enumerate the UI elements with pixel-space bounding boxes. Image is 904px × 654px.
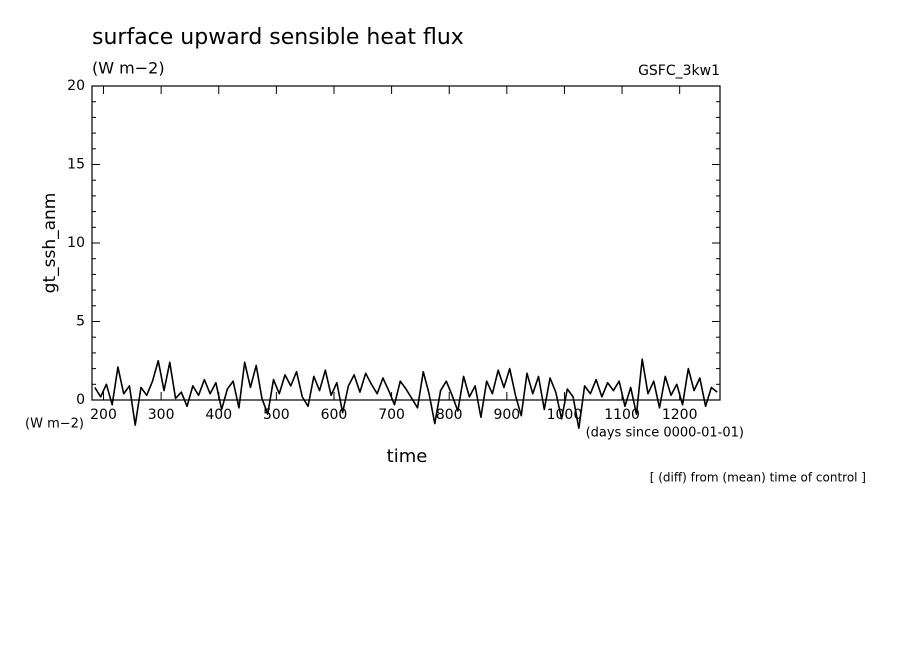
y-tick-label: 10 bbox=[67, 235, 85, 251]
x-tick-label: 700 bbox=[378, 407, 405, 423]
note: [ (diff) from (mean) time of control ] bbox=[650, 471, 866, 485]
x-tick-label: 200 bbox=[90, 407, 117, 423]
x-unit: (days since 0000-01-01) bbox=[586, 426, 744, 441]
x-tick-label: 1100 bbox=[604, 407, 640, 423]
series-line bbox=[94, 358, 718, 430]
plot-frame bbox=[91, 85, 721, 401]
x-tick-label: 1200 bbox=[662, 407, 698, 423]
x-tick-label: 400 bbox=[205, 407, 232, 423]
x-tick-label: 900 bbox=[493, 407, 520, 423]
y-unit: (W m−2) bbox=[25, 417, 84, 432]
source-label: GSFC_3kw1 bbox=[638, 63, 720, 79]
chart-subtitle: (W m−2) bbox=[92, 59, 165, 78]
y-axis-label: gt_ssh_anm bbox=[40, 193, 60, 294]
chart-title: surface upward sensible heat flux bbox=[92, 25, 464, 50]
y-tick-label: 5 bbox=[76, 314, 85, 330]
x-tick-label: 500 bbox=[263, 407, 290, 423]
x-tick-label: 800 bbox=[436, 407, 463, 423]
y-tick-label: 20 bbox=[67, 78, 85, 94]
y-tick-label: 0 bbox=[76, 392, 85, 408]
x-tick-label: 300 bbox=[148, 407, 175, 423]
x-tick-label: 1000 bbox=[547, 407, 583, 423]
y-tick-label: 15 bbox=[67, 157, 85, 173]
x-axis-label: time bbox=[387, 446, 428, 467]
x-tick-label: 600 bbox=[321, 407, 348, 423]
